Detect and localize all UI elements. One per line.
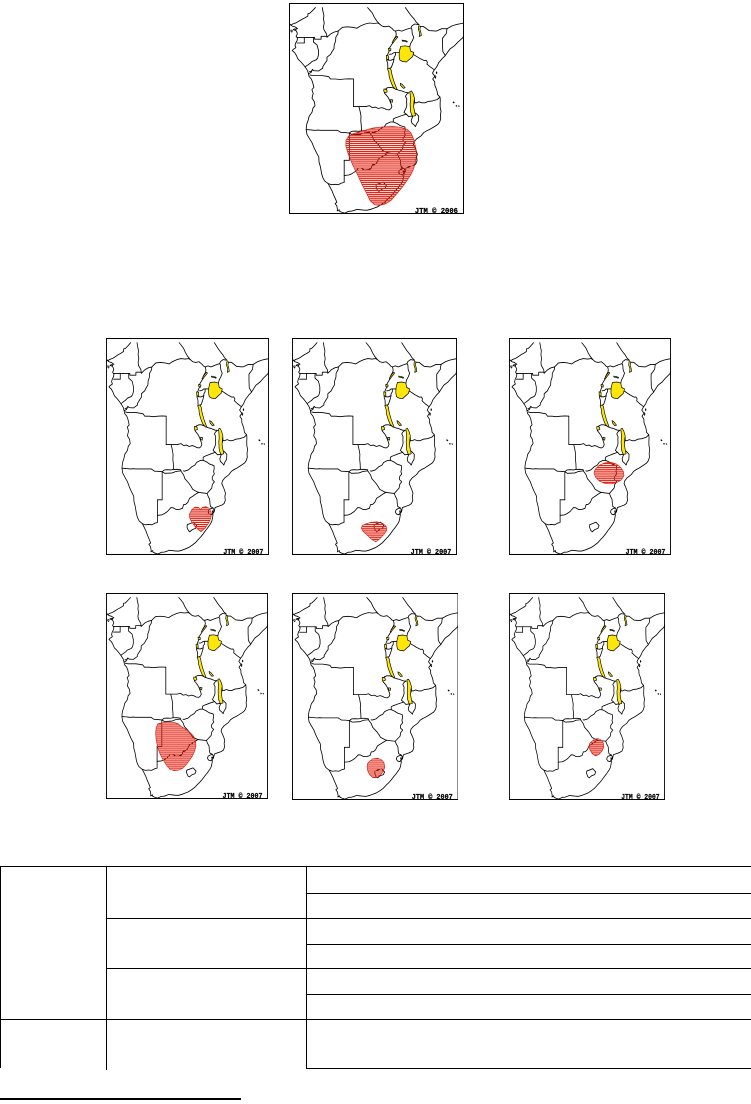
svg-text:JTM © 2007: JTM © 2007 — [621, 793, 659, 800]
svg-text:JTM © 2007: JTM © 2007 — [626, 547, 666, 555]
svg-text:JTM © 2007: JTM © 2007 — [411, 793, 452, 800]
svg-text:JTM © 2007: JTM © 2007 — [223, 792, 263, 799]
svg-text:JTM © 2007: JTM © 2007 — [411, 548, 452, 555]
svg-text:JTM © 2006: JTM © 2006 — [415, 207, 458, 214]
svg-text:JTM © 2007: JTM © 2007 — [223, 547, 263, 555]
